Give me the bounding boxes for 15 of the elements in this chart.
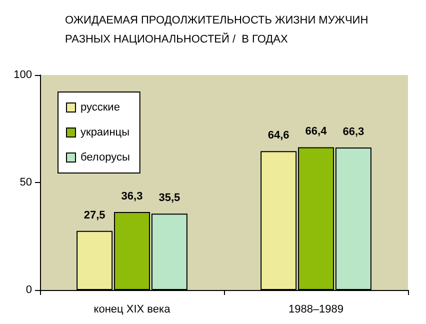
data-label: 66,4 <box>305 126 328 138</box>
y-tick-label: 100 <box>14 69 32 81</box>
y-tick-label: 0 <box>26 284 32 296</box>
chart-title: ОЖИДАЕМАЯ ПРОДОЛЖИТЕЛЬНОСТЬ ЖИЗНИ МУЖЧИН РАЗНЫХ НАЦИОНАЛЬНОСТЕЙ / В ГОДАХ <box>65 14 368 46</box>
data-label: 64,6 <box>268 130 290 142</box>
x-tick-label: конец XIX века <box>94 304 172 316</box>
data-label: 66,3 <box>342 126 364 138</box>
legend-label: белорусы <box>80 152 130 164</box>
data-label: 27,5 <box>84 209 106 222</box>
legend-label: русские <box>80 102 120 114</box>
legend-label: украинцы <box>80 126 130 138</box>
data-label: 36,3 <box>121 190 143 202</box>
data-label: 35,5 <box>158 192 180 204</box>
x-tick-label: 1988–1989 <box>288 304 344 316</box>
y-tick-label: 50 <box>20 176 32 188</box>
